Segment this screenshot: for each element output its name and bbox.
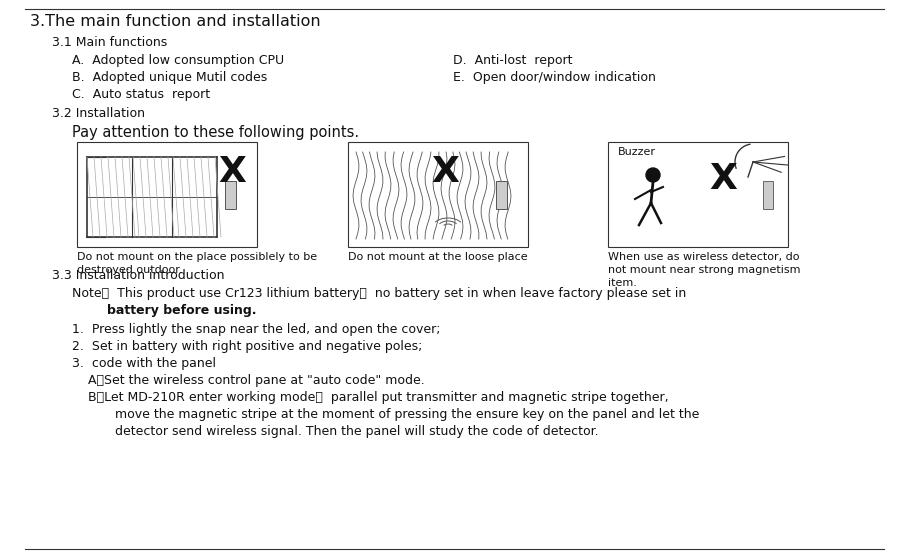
Text: X: X: [218, 155, 246, 189]
Text: A、Set the wireless control pane at "auto code" mode.: A、Set the wireless control pane at "auto…: [88, 374, 425, 387]
Text: A.  Adopted low consumption CPU: A. Adopted low consumption CPU: [72, 54, 285, 67]
Bar: [77, 142, 257, 247]
Text: 3.1 Main functions: 3.1 Main functions: [52, 36, 167, 49]
Circle shape: [646, 168, 660, 182]
Text: 3.3 Installation introduction: 3.3 Installation introduction: [52, 269, 225, 282]
Text: Note：  This product use Cr123 lithium battery，  no battery set in when leave fac: Note： This product use Cr123 lithium bat…: [72, 287, 686, 300]
Text: B、Let MD-210R enter working mode，  parallel put transmitter and magnetic stripe : B、Let MD-210R enter working mode， parall…: [88, 391, 669, 404]
Text: X: X: [431, 155, 459, 189]
Text: Buzzer: Buzzer: [618, 147, 656, 157]
Text: C.  Auto status  report: C. Auto status report: [72, 88, 210, 101]
Text: 2.  Set in battery with right positive and negative poles;: 2. Set in battery with right positive an…: [72, 340, 423, 353]
Text: D.  Anti-lost  report: D. Anti-lost report: [453, 54, 573, 67]
Text: B.  Adopted unique Mutil codes: B. Adopted unique Mutil codes: [72, 71, 267, 84]
Text: When use as wireless detector, do: When use as wireless detector, do: [608, 252, 800, 262]
Text: 3.2 Installation: 3.2 Installation: [52, 107, 145, 120]
Text: move the magnetic stripe at the moment of pressing the ensure key on the panel a: move the magnetic stripe at the moment o…: [103, 408, 699, 421]
Text: Do not mount at the loose place: Do not mount at the loose place: [348, 252, 527, 262]
Bar: [496, 181, 507, 209]
Text: 3.The main function and installation: 3.The main function and installation: [30, 14, 321, 29]
Text: battery before using.: battery before using.: [72, 304, 256, 317]
Text: E.  Open door/window indication: E. Open door/window indication: [453, 71, 656, 84]
Bar: [348, 142, 528, 247]
Text: X: X: [709, 162, 737, 196]
Text: 3.  code with the panel: 3. code with the panel: [72, 357, 216, 370]
Text: Do not mount on the place possiblely to be: Do not mount on the place possiblely to …: [77, 252, 317, 262]
Text: Pay attention to these following points.: Pay attention to these following points.: [72, 125, 359, 140]
Text: 1.  Press lightly the snap near the led, and open the cover;: 1. Press lightly the snap near the led, …: [72, 323, 441, 336]
Bar: [608, 142, 788, 247]
Text: detector send wireless signal. Then the panel will study the code of detector.: detector send wireless signal. Then the …: [103, 425, 599, 438]
Text: item.: item.: [608, 278, 637, 288]
Bar: [225, 181, 236, 209]
Bar: [763, 181, 773, 209]
Text: destroyed outdoor.: destroyed outdoor.: [77, 265, 183, 275]
Text: not mount near strong magnetism: not mount near strong magnetism: [608, 265, 801, 275]
